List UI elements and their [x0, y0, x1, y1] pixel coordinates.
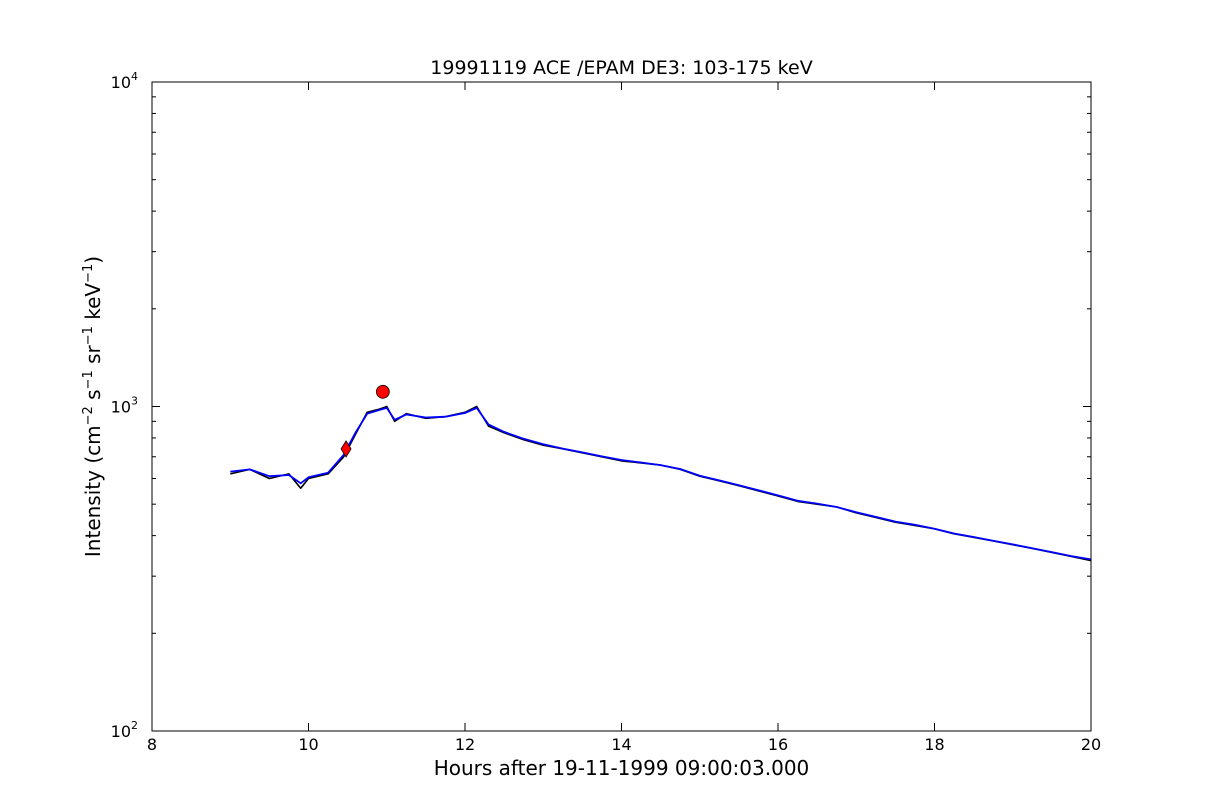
y-axis-title-s-exp: −1 — [81, 370, 96, 389]
y-axis-title: Intensity (cm−2 s−1 sr−1 keV−1) — [81, 256, 105, 557]
y-axis-title-cm-exp: −2 — [81, 406, 96, 425]
series-line-smoothed — [230, 406, 1092, 561]
plot-frame — [151, 81, 1092, 732]
y-axis-title-sr: sr — [81, 344, 105, 370]
y-tick-label: 104 — [111, 70, 138, 92]
x-tick-label: 18 — [924, 735, 944, 754]
marker-diamond — [340, 440, 352, 458]
chart-title: 19991119 ACE /EPAM DE3: 103-175 keV — [430, 57, 812, 79]
x-tick-labels: 8 10 12 14 16 18 20 — [147, 735, 1101, 754]
x-tick-label: 20 — [1081, 735, 1101, 754]
tick-layer — [151, 81, 1092, 732]
series-line-raw — [230, 405, 1092, 562]
x-tick-label: 8 — [147, 735, 157, 754]
y-axis-title-sr-exp: −1 — [81, 326, 96, 345]
x-tick-label: 14 — [611, 735, 631, 754]
x-axis-title: Hours after 19-11-1999 09:00:03.000 — [434, 756, 810, 780]
marker-layer — [340, 384, 390, 458]
y-axis-title-suffix: ) — [81, 256, 105, 264]
x-tick-label: 16 — [768, 735, 788, 754]
x-tick-label: 10 — [298, 735, 318, 754]
y-axis-title-kev: keV — [81, 283, 105, 327]
x-tick-label: 12 — [455, 735, 475, 754]
y-axis-title-kev-exp: −1 — [81, 264, 96, 283]
y-axis-title-s: s — [81, 389, 105, 406]
marker-circle — [375, 384, 390, 399]
plot-area — [151, 81, 1092, 732]
y-tick-label: 103 — [111, 395, 138, 417]
series-layer — [230, 405, 1092, 562]
y-tick-labels: 102 103 104 — [111, 70, 138, 741]
y-axis-title-prefix: Intensity (cm — [81, 425, 105, 557]
y-tick-label: 102 — [111, 719, 138, 741]
